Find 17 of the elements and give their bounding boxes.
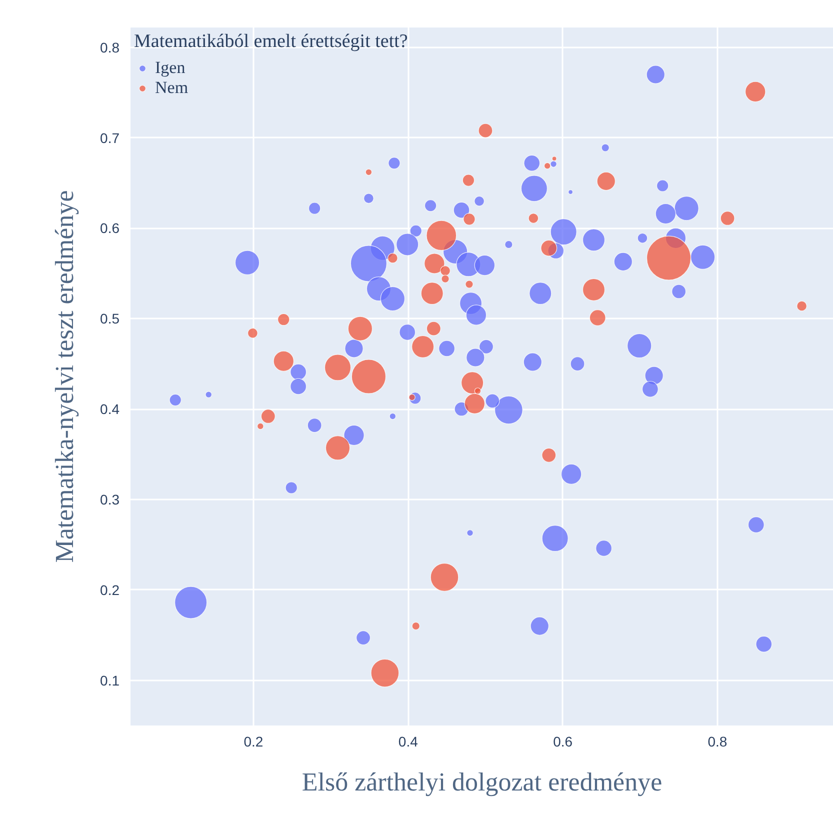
y-tick-label: 0.6	[100, 220, 120, 236]
legend-title: Matematikából emelt érettségit tett?	[134, 31, 408, 53]
y-tick-label: 0.7	[100, 130, 120, 146]
x-axis-title: Első zárthelyi dolgozat eredménye	[302, 768, 662, 796]
x-tick-label: 0.4	[398, 734, 418, 750]
x-tick-label: 0.2	[244, 734, 264, 750]
y-tick-label: 0.8	[100, 39, 120, 56]
legend-label: Igen	[155, 58, 186, 78]
x-tick-label: 0.8	[708, 734, 728, 750]
y-tick-label: 0.2	[100, 582, 120, 598]
y-tick-label: 0.5	[100, 310, 120, 327]
y-tick-label: 0.3	[100, 491, 120, 508]
x-tick-label: 0.6	[553, 734, 573, 750]
y-axis-title: Matematika-nyelvi teszt eredménye	[50, 190, 80, 563]
y-tick-label: 0.4	[100, 401, 120, 418]
y-tick-label: 0.1	[100, 672, 120, 688]
legend-label: Nem	[155, 78, 188, 98]
